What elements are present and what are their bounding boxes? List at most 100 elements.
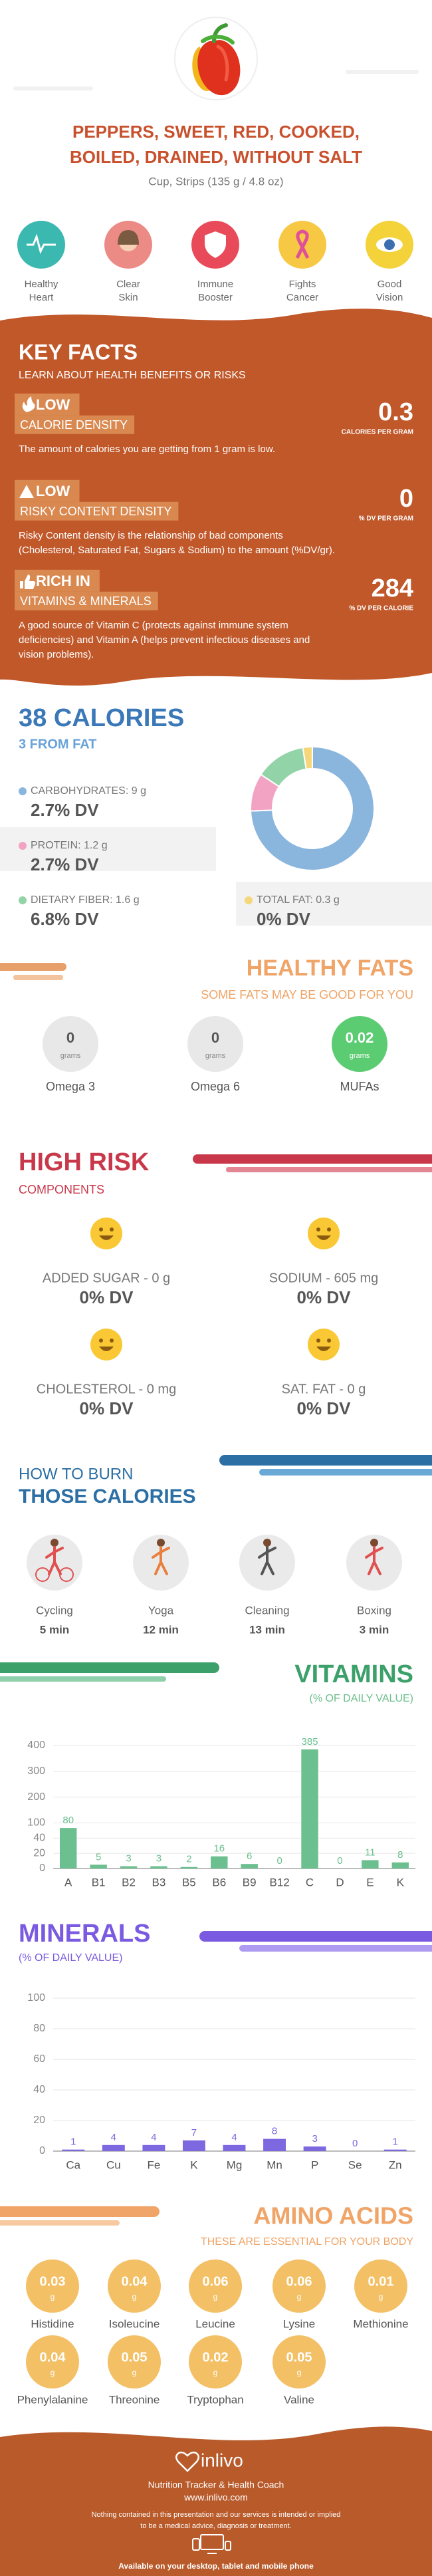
- nutrient-label: CARBOHYDRATES: 9 g: [31, 785, 146, 797]
- figure-body: [152, 1546, 170, 1575]
- figure-head: [157, 1539, 165, 1547]
- bar: [241, 1864, 258, 1868]
- x-tick-label: D: [336, 1876, 344, 1888]
- x-tick-label: B5: [182, 1876, 196, 1888]
- label-band: [15, 393, 80, 416]
- benefit-label: Healthy: [25, 279, 58, 290]
- value-label: 0: [276, 1855, 282, 1867]
- disclaimer: to be a medical advice, diagnosis or tre…: [140, 2522, 291, 2530]
- fat-circle: [43, 1016, 98, 1072]
- decoration: [192, 2538, 200, 2551]
- activity-time: 3 min: [360, 1623, 389, 1636]
- hair: [118, 230, 139, 245]
- amino-value: 0.05: [122, 2350, 148, 2365]
- activity-name: Yoga: [148, 1604, 174, 1616]
- section-subtitle: SOME FATS MAY BE GOOD FOR YOU: [201, 988, 413, 1001]
- amino-name: Threonine: [109, 2393, 160, 2406]
- decoration: [219, 1455, 432, 1466]
- y-tick-label: 100: [27, 1992, 45, 2003]
- amino-value: 0.05: [286, 2350, 312, 2365]
- bar: [102, 2144, 125, 2151]
- calories-subtitle: 3 FROM FAT: [19, 737, 96, 751]
- risk-dv: 0% DV: [297, 1398, 352, 1418]
- nutrient-label: DIETARY FIBER: 1.6 g: [31, 894, 140, 906]
- smiley-eye: [316, 1227, 320, 1231]
- activity-time: 13 min: [249, 1623, 285, 1636]
- amino-unit: g: [51, 2368, 55, 2377]
- wheel: [35, 1567, 50, 1582]
- x-tick-label: Fe: [147, 2158, 160, 2171]
- amino-unit: g: [379, 2292, 383, 2301]
- fact-label: VITAMINS & MINERALS: [20, 594, 152, 608]
- decoration: [0, 2206, 160, 2217]
- section-subtitle: LEARN ABOUT HEALTH BENEFITS OR RISKS: [19, 370, 246, 381]
- nutrient-label: TOTAL FAT: 0.3 g: [257, 894, 340, 906]
- benefit-symbol: [118, 230, 139, 251]
- fact-label: RISKY CONTENT DENSITY: [20, 505, 171, 518]
- amino-name: Lysine: [283, 2317, 316, 2330]
- x-tick-label: B3: [152, 1876, 166, 1888]
- fat-circle: [187, 1016, 243, 1072]
- activity-time: 12 min: [143, 1623, 179, 1636]
- amino-name: Histidine: [31, 2317, 74, 2330]
- benefit-label: Skin: [118, 292, 138, 303]
- x-tick-label: Se: [348, 2158, 362, 2171]
- decoration: [200, 2534, 224, 2550]
- y-tick-label: 40: [33, 1833, 45, 1844]
- amino-circle: [272, 2335, 326, 2388]
- amino-circle: [189, 2335, 242, 2388]
- figure-head: [51, 1539, 58, 1547]
- fact-value: 0.3: [378, 398, 413, 426]
- activity-time: 5 min: [40, 1623, 69, 1636]
- risk-dv: 0% DV: [297, 1287, 352, 1307]
- value-label: 2: [186, 1854, 191, 1865]
- nutrient-dv: 0% DV: [257, 909, 311, 929]
- amino-circle: [354, 2259, 407, 2313]
- section-title: KEY FACTS: [19, 340, 138, 364]
- figure-head: [263, 1539, 271, 1547]
- decoration: [239, 1945, 432, 1952]
- fact-unit: % DV PER CALORIE: [349, 605, 413, 612]
- amino-name: Phenylalanine: [17, 2393, 88, 2406]
- fact-text: The amount of calories you are getting f…: [19, 444, 275, 455]
- amino-name: Tryptophan: [187, 2393, 243, 2406]
- x-tick-label: P: [311, 2158, 318, 2171]
- legend-dot: [19, 842, 27, 850]
- y-tick-label: 20: [33, 1847, 45, 1859]
- decoration: [201, 35, 235, 45]
- decoration: [212, 23, 228, 43]
- value-label: 3: [156, 1853, 162, 1865]
- fat-unit: grams: [60, 1052, 81, 1060]
- flame-icon: [22, 396, 35, 412]
- smiley-eye: [99, 1339, 103, 1343]
- benefit-label: Good: [378, 279, 402, 290]
- x-tick-label: B1: [92, 1876, 106, 1888]
- tagline: Nutrition Tracker & Health Coach: [148, 2480, 284, 2490]
- amino-unit: g: [213, 2368, 218, 2377]
- decoration: [199, 1931, 432, 1942]
- value-label: 7: [191, 2127, 197, 2138]
- amino-circle: [272, 2259, 326, 2313]
- x-tick-label: B12: [270, 1876, 290, 1888]
- bar: [62, 2149, 85, 2151]
- fact-value: 284: [372, 575, 413, 602]
- warning-icon: [19, 485, 34, 498]
- disclaimer: Nothing contained in this presentation a…: [92, 2511, 341, 2519]
- decoration: [13, 86, 93, 90]
- benefit-symbol: [27, 233, 56, 255]
- section-subtitle: COMPONENTS: [19, 1183, 104, 1196]
- nutrient-dv: 6.8% DV: [31, 909, 99, 929]
- value-label: 4: [151, 2132, 156, 2143]
- amino-unit: g: [297, 2368, 302, 2377]
- bar: [90, 1865, 107, 1868]
- fat-value: 0.02: [346, 1029, 374, 1046]
- fact-level: RICH IN: [36, 573, 90, 589]
- fact-label: CALORIE DENSITY: [20, 418, 128, 432]
- donut-slice: [250, 745, 375, 871]
- smiley: [90, 1329, 122, 1360]
- fat-circle: [332, 1016, 387, 1072]
- fact-text: (Cholesterol, Saturated Fat, Sugars & So…: [19, 545, 335, 556]
- amino-unit: g: [213, 2292, 218, 2301]
- smiley: [308, 1329, 340, 1360]
- decoration: [197, 40, 241, 96]
